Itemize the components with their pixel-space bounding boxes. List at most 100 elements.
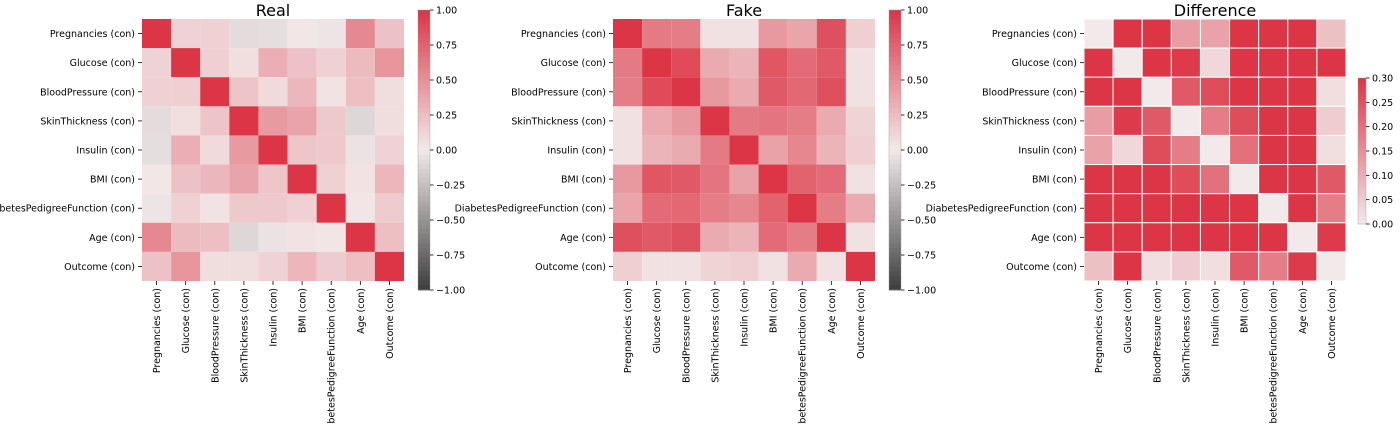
heatmap-cell-2-3-1: [1112, 105, 1143, 136]
colorbar-segment-0-52: [418, 252, 430, 258]
colorbar-segment-0-24: [418, 122, 430, 128]
colorbar-segment-1-9: [889, 52, 901, 58]
heatmap-cell-2-7-3: [1170, 222, 1201, 253]
colorbar-segment-1-19: [889, 98, 901, 104]
colorbar-segment-1-54: [889, 262, 901, 268]
heatmap-cell-2-0-3: [1170, 18, 1201, 49]
colorbar-segment-0-6: [418, 38, 430, 44]
heatmap-cell-0-2-8: [374, 77, 404, 107]
colorbar-tick-label-0-0: 1.00: [436, 6, 457, 17]
heatmap-cell-1-7-6: [787, 222, 817, 252]
colorbar-segment-2-7: [1358, 95, 1366, 98]
heatmap-cell-1-8-6: [787, 251, 817, 281]
heatmap-cell-1-2-4: [729, 77, 759, 107]
heatmap-cell-0-7-7: [345, 222, 375, 252]
chart-title-1: Fake: [726, 1, 762, 20]
heatmap-cell-0-0-2: [200, 19, 230, 49]
heatmap-cell-1-6-8: [845, 193, 875, 223]
colorbar-segment-0-51: [418, 248, 430, 254]
heatmap-cell-0-1-4: [258, 48, 288, 78]
heatmap-cell-1-2-8: [845, 77, 875, 107]
colorbar-segment-1-29: [889, 145, 901, 151]
heatmap-cell-2-1-3: [1170, 47, 1201, 78]
colorbar-segment-0-23: [418, 117, 430, 123]
colorbar-segment-2-10: [1358, 102, 1366, 106]
colorbar-tick-label-1-0: 1.00: [907, 6, 928, 17]
heatmap-cell-0-5-3: [229, 164, 259, 194]
colorbar-segment-1-7: [889, 42, 901, 48]
colorbar-segment-0-21: [418, 108, 430, 114]
colorbar-segment-0-56: [418, 271, 430, 277]
colorbar-segment-2-19: [1358, 124, 1366, 128]
heatmap-cell-1-7-7: [816, 222, 846, 252]
heatmap-cell-1-2-6: [787, 77, 817, 107]
colorbar-segment-2-49: [1358, 197, 1366, 201]
heatmap-cell-2-7-7: [1287, 222, 1318, 253]
heatmap-cell-2-8-4: [1199, 251, 1231, 282]
heatmap-cell-0-7-1: [171, 222, 201, 252]
colorbar-segment-2-38: [1358, 170, 1366, 174]
heatmap-cell-2-2-7: [1287, 76, 1318, 107]
heatmap-cell-0-6-6: [316, 193, 346, 223]
y-tick-label-0-6: DiabetesPedigreeFunction (con): [0, 204, 135, 215]
heatmap-cell-2-4-8: [1316, 134, 1347, 166]
heatmap-cell-0-5-8: [374, 164, 404, 194]
y-tick-label-2-7: Age (con): [1031, 233, 1077, 244]
heatmap-cell-1-4-0: [613, 135, 643, 165]
colorbar-tick-label-0-5: −0.25: [436, 181, 465, 192]
heatmap-cell-2-2-4: [1199, 76, 1231, 107]
heatmap-cell-1-0-0: [613, 19, 643, 49]
heatmap-cell-0-3-4: [258, 106, 288, 136]
colorbar-segment-2-20: [1358, 126, 1366, 130]
heatmap-cell-0-5-2: [200, 164, 230, 194]
heatmap-cell-0-6-0: [142, 193, 172, 223]
x-tick-label-2-3: SkinThickness (con): [1181, 288, 1192, 383]
colorbar-segment-1-21: [889, 108, 901, 114]
y-tick-label-1-1: Glucose (con): [541, 58, 606, 69]
colorbar-segment-1-20: [889, 103, 901, 109]
colorbar-segment-2-33: [1358, 158, 1366, 162]
colorbar-segment-2-34: [1358, 160, 1366, 164]
heatmap-cell-1-2-0: [613, 77, 643, 107]
heatmap-cell-1-5-6: [787, 164, 817, 194]
chart-title-2: Difference: [1174, 1, 1256, 20]
heatmap-cell-0-3-3: [229, 106, 259, 136]
colorbar-segment-2-30: [1358, 151, 1366, 154]
heatmap-cell-2-3-8: [1316, 105, 1347, 136]
colorbar-segment-0-30: [418, 150, 430, 156]
x-tick-label-1-8: Outcome (con): [856, 288, 867, 359]
colorbar-segment-1-32: [889, 159, 901, 165]
colorbar-tick-label-2-0: 0.30: [1372, 74, 1393, 85]
colorbar-segment-0-20: [418, 103, 430, 109]
heatmap-cell-2-5-4: [1199, 164, 1231, 195]
colorbar-segment-0-53: [418, 257, 430, 263]
heatmap-cell-0-8-1: [171, 251, 201, 281]
heatmap-cell-2-5-0: [1083, 164, 1114, 195]
y-tick-label-1-4: Insulin (con): [547, 146, 606, 157]
heatmap-cell-1-4-3: [700, 135, 730, 165]
colorbar-segment-0-12: [418, 66, 430, 72]
heatmap-cell-1-1-0: [613, 48, 643, 78]
heatmap-cell-0-3-7: [345, 106, 375, 136]
heatmap-cell-1-0-8: [845, 19, 875, 49]
heatmap-cell-2-0-6: [1258, 18, 1289, 49]
heatmap-cell-1-4-7: [816, 135, 846, 165]
colorbar-segment-2-3: [1358, 85, 1366, 89]
heatmap-cell-0-1-5: [287, 48, 317, 78]
colorbar-segment-2-24: [1358, 136, 1366, 140]
colorbar-segment-2-4: [1358, 87, 1366, 91]
colorbar-segment-2-9: [1358, 99, 1366, 103]
heatmap-cell-1-4-5: [758, 135, 788, 165]
colorbar-segment-2-50: [1358, 199, 1366, 203]
heatmap-cell-1-4-6: [787, 135, 817, 165]
colorbar-segment-0-27: [418, 136, 430, 142]
y-tick-label-0-7: Age (con): [89, 233, 135, 244]
colorbar-segment-1-13: [889, 70, 901, 76]
y-tick-label-1-8: Outcome (con): [535, 262, 606, 273]
heatmap-cell-1-5-5: [758, 164, 788, 194]
heatmap-cell-2-0-5: [1229, 18, 1260, 49]
heatmap-cell-2-5-5: [1229, 164, 1260, 195]
heatmap-cell-0-2-7: [345, 77, 375, 107]
y-tick-label-1-2: BloodPressure (con): [511, 87, 606, 98]
heatmap-cell-2-1-0: [1083, 47, 1114, 78]
